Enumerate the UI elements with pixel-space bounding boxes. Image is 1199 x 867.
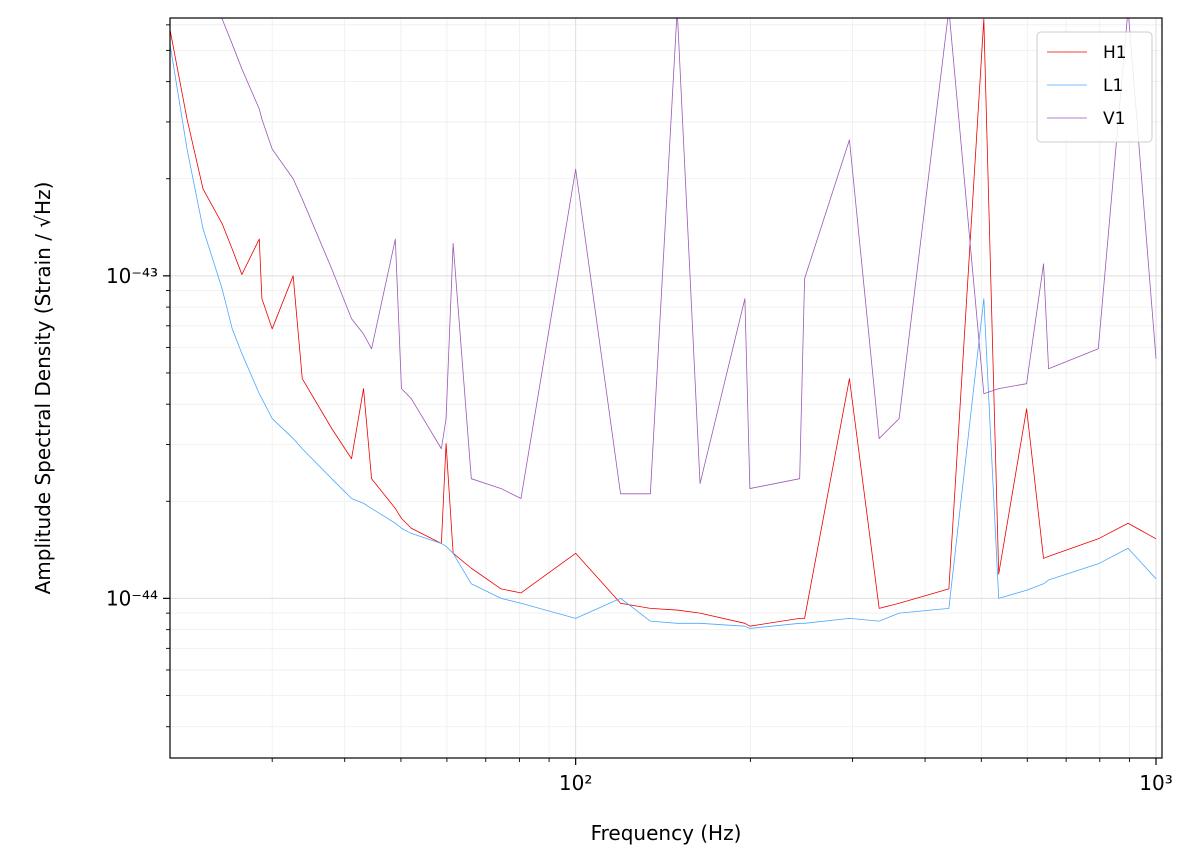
plot-frame [169, 17, 1163, 759]
legend-label: H1 [1103, 43, 1127, 63]
x-tick-label: 10² [559, 771, 592, 795]
series-line [220, 18, 1157, 499]
y-tick-label: 10⁻⁴⁴ [106, 586, 158, 610]
plot-area [170, 18, 1157, 629]
legend-box [1036, 31, 1153, 143]
series-line [170, 18, 1157, 627]
series-line [170, 44, 1157, 629]
x-axis-label: Frequency (Hz) [591, 821, 742, 845]
legend-label: V1 [1103, 109, 1125, 129]
x-tick-label: 10³ [1139, 771, 1172, 795]
legend-label: L1 [1103, 76, 1123, 96]
y-axis-label: Amplitude Spectral Density (Strain / √Hz… [31, 182, 55, 595]
y-tick-label: 10⁻⁴³ [106, 264, 158, 288]
